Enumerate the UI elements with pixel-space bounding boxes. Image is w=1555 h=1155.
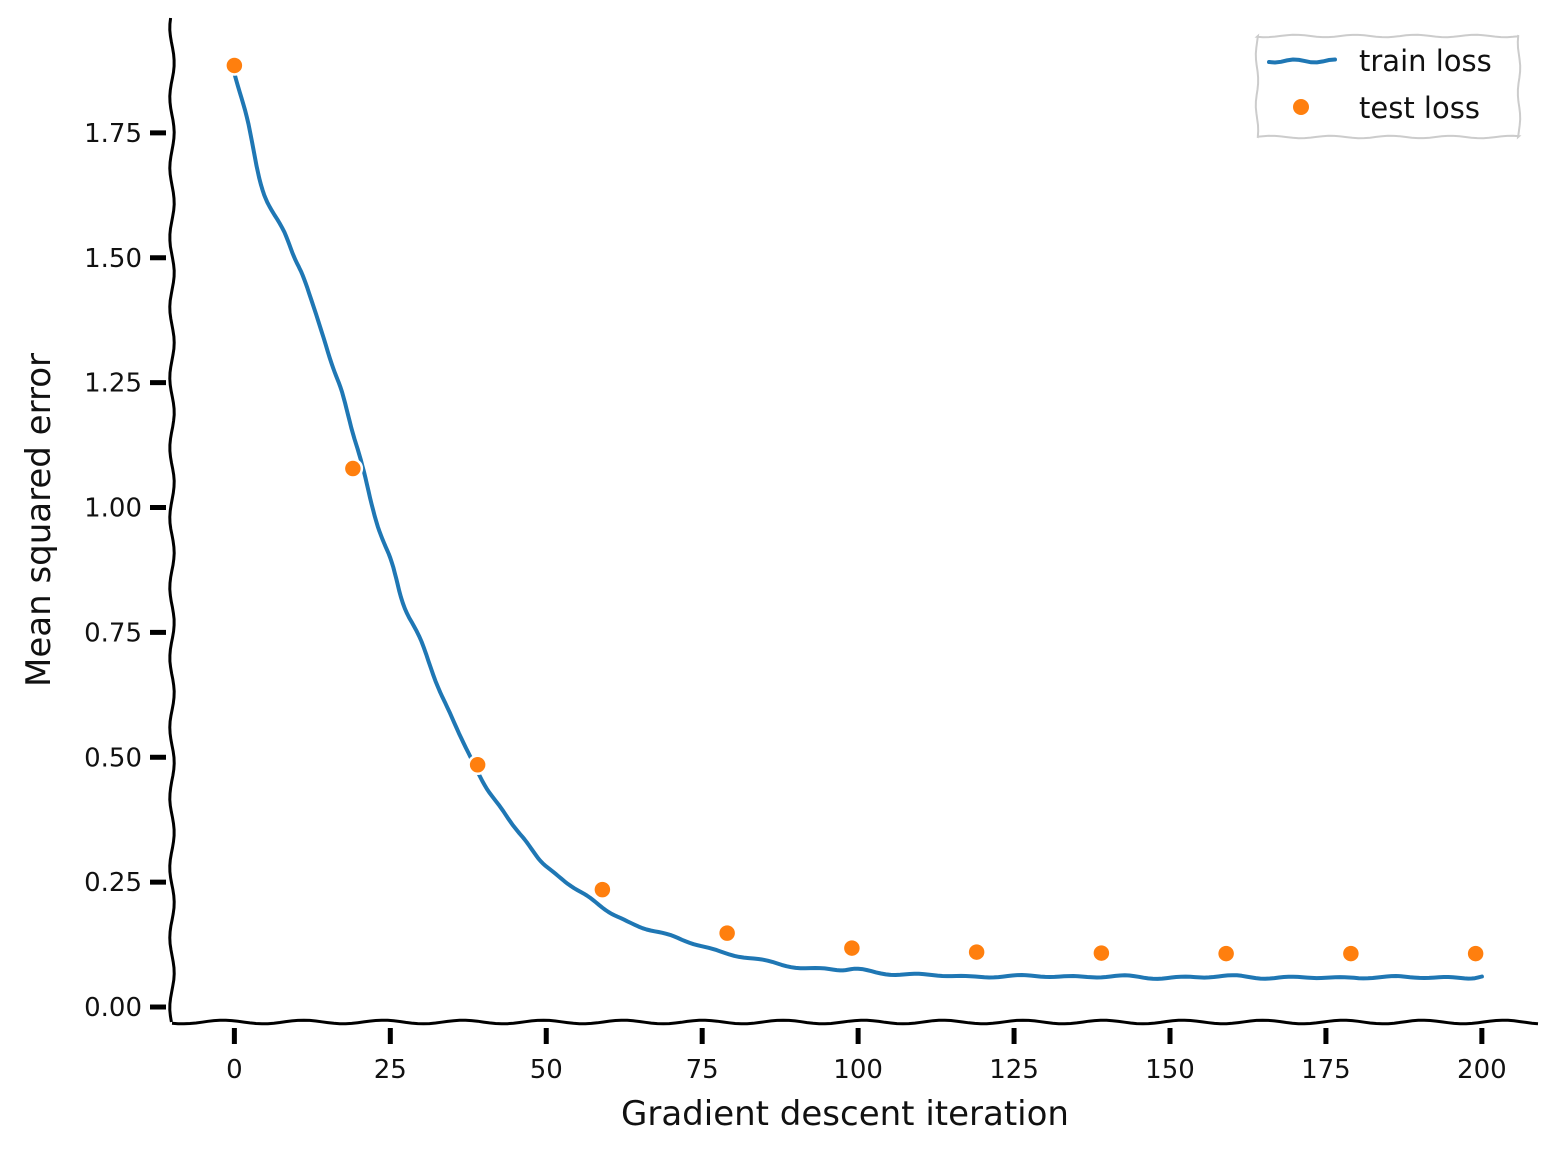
y-tick-label: 1.50 <box>84 244 142 274</box>
x-tick-label: 50 <box>530 1055 563 1085</box>
x-tick-label: 150 <box>1145 1055 1195 1085</box>
x-tick-label: 100 <box>833 1055 883 1085</box>
y-tick-label: 0.75 <box>84 618 142 648</box>
legend: train loss test loss <box>1254 33 1522 140</box>
x-tick-label: 0 <box>226 1055 243 1085</box>
test-loss-point <box>592 879 613 900</box>
x-tick-label: 75 <box>686 1055 719 1085</box>
y-axis-title: Mean squared error <box>19 353 59 687</box>
x-tick-label: 175 <box>1301 1055 1351 1085</box>
x-tick-label: 200 <box>1457 1055 1507 1085</box>
train-loss-line <box>232 70 1484 981</box>
test-loss-point <box>467 754 488 776</box>
y-tick-label: 0.25 <box>84 868 142 898</box>
y-tick-label: 0.50 <box>84 743 142 773</box>
plot-area <box>224 55 1486 981</box>
test-loss-point <box>966 941 987 963</box>
test-loss-point <box>224 55 245 76</box>
test-loss-point <box>716 922 738 944</box>
legend-swatch-test-loss <box>1293 99 1309 115</box>
test-loss-point <box>841 937 863 959</box>
test-loss-point <box>342 458 364 479</box>
y-axis-line <box>168 17 176 1023</box>
x-axis: 0 25 50 75 100 125 150 175 200 <box>171 1018 1539 1085</box>
y-tick-label: 1.25 <box>84 369 142 399</box>
x-tick-label: 25 <box>374 1055 407 1085</box>
x-axis-title: Gradient descent iteration <box>621 1094 1069 1134</box>
y-tick-label: 0.00 <box>84 993 142 1023</box>
test-loss-point <box>1340 943 1362 964</box>
test-loss-point <box>1465 943 1486 964</box>
test-loss-point <box>1091 942 1112 964</box>
y-tick-label: 1.75 <box>84 119 142 149</box>
legend-label-train-loss: train loss <box>1359 44 1492 78</box>
legend-label-test-loss: test loss <box>1359 91 1480 125</box>
legend-swatch-train-loss <box>1267 57 1337 65</box>
x-axis-line <box>171 1018 1539 1026</box>
y-axis: 0.00 0.25 0.50 0.75 1.00 1.25 1.50 1.75 <box>84 17 176 1023</box>
test-loss-point <box>1215 943 1237 964</box>
x-tick-label: 125 <box>989 1055 1039 1085</box>
y-tick-label: 1.00 <box>84 494 142 524</box>
